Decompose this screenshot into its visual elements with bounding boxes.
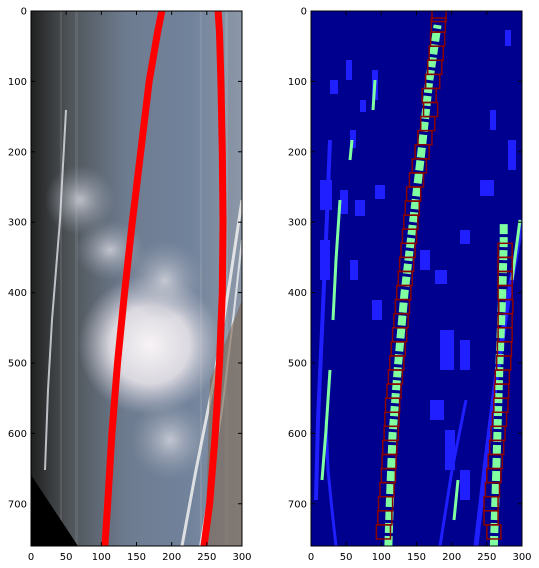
- left-ytick-label: 600: [8, 429, 27, 440]
- left-xtick-label: 150: [127, 552, 146, 563]
- search-window: [497, 242, 513, 259]
- search-window: [430, 17, 447, 33]
- left-xtick-label: 100: [92, 552, 111, 563]
- left-xtick-label: 50: [60, 552, 73, 563]
- right-ytick-label: 400: [288, 288, 307, 299]
- right-xtick-label: 300: [512, 552, 531, 563]
- left-ytick-label: 200: [8, 147, 27, 158]
- search-window: [431, 11, 447, 23]
- right-panel-binary-mask: 0 50 100 150 200 250 300 0 100 200 300 400 500 600 700: [288, 7, 532, 564]
- right-xtick-label: 150: [407, 552, 426, 563]
- left-xtick-label: 0: [28, 552, 34, 563]
- right-ytick-label: 500: [288, 358, 307, 369]
- right-xtick-label: 0: [308, 552, 314, 563]
- left-ytick-label: 300: [8, 218, 27, 229]
- right-xtick-label: 200: [442, 552, 461, 563]
- right-ytick-label: 100: [288, 77, 307, 88]
- right-ytick-label: 300: [288, 218, 307, 229]
- left-ytick-label: 400: [8, 288, 27, 299]
- left-xtick-label: 250: [197, 552, 216, 563]
- lane-line-right: [200, 11, 227, 546]
- lane-line-overlay: [101, 11, 227, 546]
- sliding-windows: [375, 11, 514, 540]
- left-panel-warped-image: 0 50 100 150 200 250 300 0 100 200 300 400 500 600 700: [8, 7, 252, 564]
- left-ytick-label: 500: [8, 358, 27, 369]
- left-axis-ticks: 0 50 100 150 200 250 300 0 100 200 300 400 500 600 700: [8, 7, 252, 564]
- left-ytick-label: 700: [8, 499, 27, 510]
- right-ytick-label: 700: [288, 499, 307, 510]
- binary-mask-image: [311, 11, 522, 546]
- lane-line-left: [101, 11, 166, 546]
- right-ytick-label: 600: [288, 429, 307, 440]
- right-axis-ticks: 0 50 100 150 200 250 300 0 100 200 300 400 500 600 700: [288, 7, 532, 564]
- lane-pixels-left: [384, 24, 442, 546]
- left-xtick-label: 200: [162, 552, 181, 563]
- left-ytick-label: 0: [21, 7, 27, 18]
- right-xtick-label: 100: [372, 552, 391, 563]
- right-ytick-label: 0: [301, 7, 307, 18]
- left-xtick-label: 300: [232, 552, 251, 563]
- right-ytick-label: 200: [288, 147, 307, 158]
- right-xtick-label: 250: [477, 552, 496, 563]
- left-ytick-label: 100: [8, 77, 27, 88]
- right-xtick-label: 50: [340, 552, 353, 563]
